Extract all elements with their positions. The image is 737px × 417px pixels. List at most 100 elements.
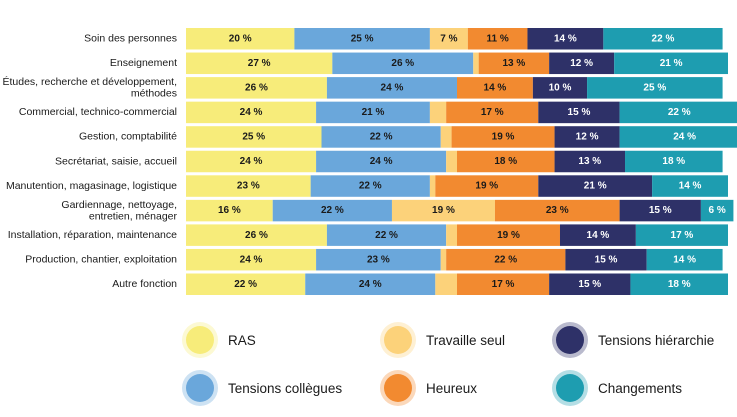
- bar-segment: [619, 101, 737, 124]
- category-label: Gestion, comptabilité: [79, 131, 177, 143]
- data-label: 25 %: [242, 132, 265, 143]
- data-label: 19 %: [497, 230, 520, 241]
- bar-segment: [549, 273, 631, 295]
- data-label: 11 %: [487, 33, 509, 44]
- category-label: Études, recherche et développement, métho…: [2, 75, 177, 100]
- data-label: 22 %: [668, 107, 691, 118]
- bar-segment: [457, 224, 560, 246]
- bar-segment: [186, 28, 295, 50]
- bar-segment: [186, 175, 311, 197]
- data-label: 24 %: [673, 132, 696, 143]
- bar-segment: [457, 77, 533, 99]
- bar-segment: [538, 175, 653, 197]
- data-label: 15 %: [568, 107, 591, 118]
- legend-label: Tensions hiérarchie: [598, 332, 715, 348]
- data-label: 13 %: [503, 58, 526, 69]
- bar-segment: [391, 199, 495, 222]
- data-label: 16 %: [218, 205, 241, 216]
- legend-label: Travaille seul: [426, 332, 506, 348]
- bar-segment: [446, 224, 457, 246]
- data-label: 18 %: [668, 279, 691, 290]
- bar-segment: [457, 150, 555, 173]
- bar-segment: [559, 224, 636, 246]
- bar-segment: [587, 77, 723, 99]
- category-label: Soin des personnes: [84, 33, 177, 45]
- data-label: 15 %: [578, 279, 601, 290]
- bar-segment: [635, 224, 728, 246]
- legend-item: Tensions collègues: [186, 374, 342, 402]
- bar-segment: [494, 199, 620, 222]
- category-label: Installation, réparation, maintenance: [8, 229, 177, 241]
- legend-item: Heureux: [384, 374, 477, 402]
- data-label: 22 %: [359, 181, 382, 192]
- data-label: 12 %: [570, 58, 593, 69]
- bar-segment: [619, 126, 737, 148]
- bar-segment: [429, 28, 468, 50]
- data-label: 23 %: [367, 254, 390, 265]
- bar-segment: [440, 126, 452, 148]
- category-label: Manutention, magasinage, logistique: [6, 180, 177, 192]
- bar-segment: [305, 273, 436, 295]
- bar-segment: [473, 52, 479, 75]
- data-label: 17 %: [492, 279, 515, 290]
- data-label: 26 %: [391, 58, 414, 69]
- legend-swatch: [186, 374, 214, 402]
- bar-segment: [538, 101, 620, 124]
- bar-segment: [630, 273, 728, 295]
- data-label: 14 %: [484, 82, 507, 93]
- bar-segment: [186, 126, 322, 148]
- data-label: 23 %: [546, 205, 569, 216]
- bar-segment: [603, 28, 723, 50]
- data-label: 22 %: [494, 254, 517, 265]
- bar-segment: [186, 77, 327, 99]
- bar-segment: [619, 199, 701, 222]
- legend-label: Tensions collègues: [228, 380, 343, 396]
- category-label: Commercial, technico-commercial: [19, 106, 177, 118]
- legend-label: Changements: [598, 380, 683, 396]
- legend-swatch: [556, 326, 584, 354]
- bar-segment: [451, 126, 555, 148]
- legend-item: RAS: [186, 326, 256, 354]
- data-label: 24 %: [240, 156, 263, 167]
- data-label: 14 %: [673, 254, 696, 265]
- data-label: 21 %: [584, 181, 607, 192]
- data-label: 22 %: [370, 132, 393, 143]
- bar-segment: [565, 248, 647, 271]
- data-label: 14 %: [554, 33, 577, 44]
- bar-segment: [321, 126, 441, 148]
- data-label: 26 %: [245, 230, 268, 241]
- legend-swatch: [186, 326, 214, 354]
- legend-swatch: [384, 374, 412, 402]
- data-label: 10 %: [549, 82, 572, 93]
- bar-segment: [186, 199, 273, 222]
- data-label: 22 %: [234, 279, 257, 290]
- data-label: 21 %: [362, 107, 385, 118]
- bar-segment: [446, 101, 539, 124]
- legend-label: Heureux: [426, 380, 478, 396]
- data-label: 15 %: [649, 205, 672, 216]
- data-label: 12 %: [576, 132, 599, 143]
- data-label: 22 %: [321, 205, 344, 216]
- stacked-bar-chart: Soin des personnes 20 % 25 % 7 % 11 % 14 % 22 …: [2, 28, 737, 295]
- bar-segment: [272, 199, 392, 222]
- legend-item: Changements: [556, 374, 682, 402]
- data-label: 6 %: [709, 205, 726, 216]
- bar-segment: [326, 224, 447, 246]
- legend-label: RAS: [228, 332, 256, 348]
- bar-segment: [186, 150, 317, 173]
- data-label: 17 %: [671, 230, 694, 241]
- data-label: 14 %: [587, 230, 610, 241]
- data-label: 7 %: [440, 33, 457, 44]
- bar-segment: [646, 248, 723, 271]
- bar-segment: [478, 52, 550, 75]
- category-label: Gardiennage, nettoyage, entretien, ménage…: [61, 199, 177, 223]
- bar-segment: [554, 126, 620, 148]
- bar-segment: [316, 150, 447, 173]
- data-label: 19 %: [475, 181, 498, 192]
- bar-segment: [440, 248, 447, 271]
- bar-segment: [294, 28, 430, 50]
- bar-segment: [310, 175, 430, 197]
- bar-segment: [316, 101, 430, 124]
- bar-segment: [614, 52, 728, 75]
- data-label: 19 %: [432, 205, 455, 216]
